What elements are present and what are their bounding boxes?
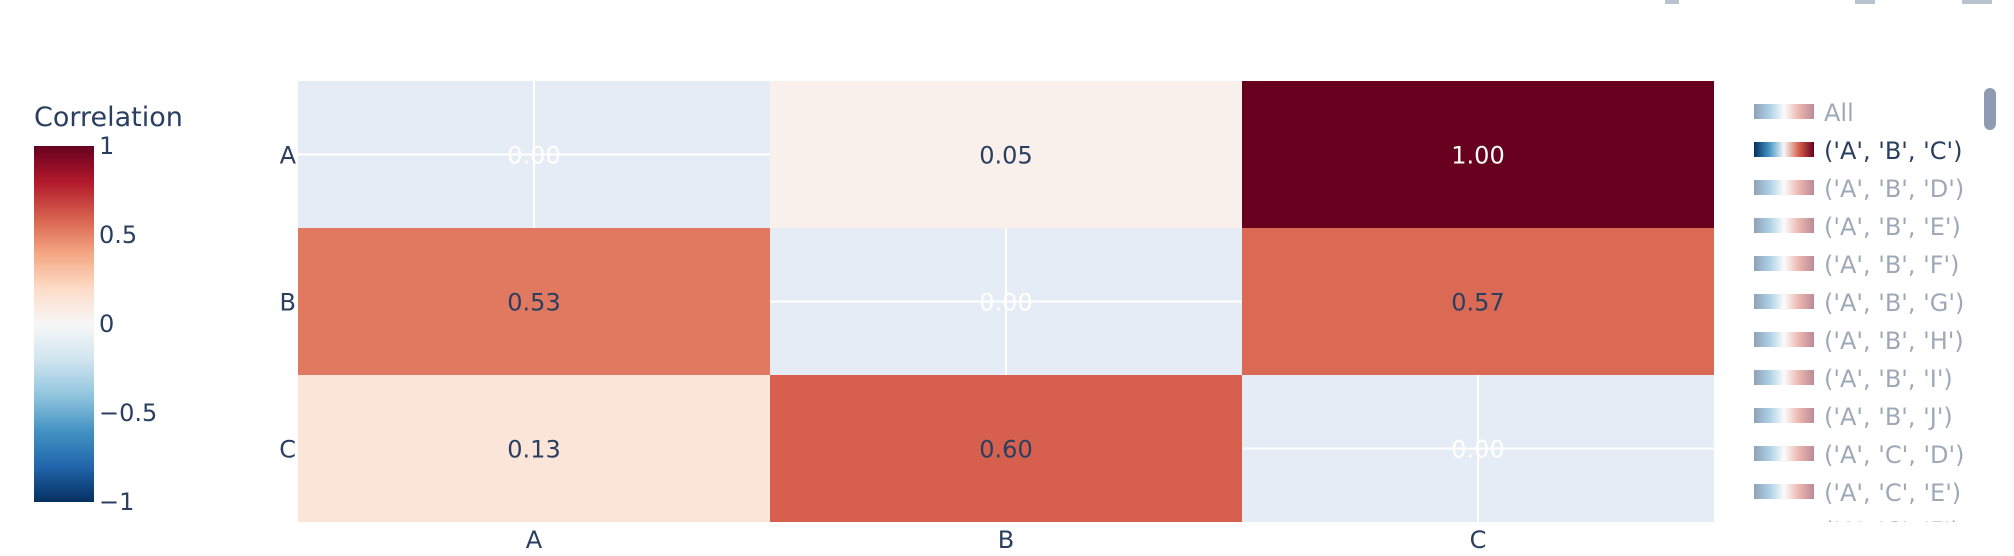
legend-swatch	[1754, 484, 1814, 499]
legend-item[interactable]: ('A', 'B', 'H')	[1754, 327, 1964, 355]
y-tick-label: C	[279, 436, 296, 464]
legend-label: ('A', 'B', 'D')	[1824, 175, 1964, 203]
legend-swatch	[1754, 104, 1814, 119]
modebar-icons	[1665, 0, 1992, 4]
heatmap-cell-label: 1.00	[1451, 142, 1504, 170]
colorbar-title: Correlation	[34, 102, 183, 133]
x-axis-ticks: A B C	[526, 526, 1487, 554]
legend-label: All	[1824, 99, 1854, 127]
legend-label: ('A', 'C', 'D')	[1824, 441, 1964, 469]
legend-item[interactable]: ('A', 'B', 'G')	[1754, 289, 1964, 317]
legend-item[interactable]: ('A', 'C', 'D')	[1754, 441, 1964, 469]
legend-item[interactable]: ('A', 'B', 'E')	[1754, 213, 1961, 241]
legend-swatch	[1754, 142, 1814, 157]
x-tick-label: B	[998, 526, 1014, 552]
heatmap-cell[interactable]	[1242, 81, 1714, 228]
heatmap-cell-label: 0.05	[979, 142, 1032, 170]
heatmap-cell[interactable]	[770, 375, 1242, 522]
legend-item[interactable]: All	[1754, 99, 1854, 127]
legend-swatch	[1754, 446, 1814, 461]
y-tick-label: B	[280, 289, 296, 317]
heatmap-cell-label: 0.57	[1451, 289, 1504, 317]
legend-item[interactable]: ('A', 'B', 'F')	[1754, 251, 1960, 279]
legend: All ('A', 'B', 'C') ('A', 'B', 'D') ('A', '…	[1754, 99, 1964, 545]
heatmap-cell[interactable]	[298, 228, 770, 375]
legend-item[interactable]: ('A', 'B', 'C')	[1754, 137, 1962, 165]
modebar-icon[interactable]	[1665, 0, 1679, 4]
legend-label: ('A', 'B', 'E')	[1824, 213, 1961, 241]
legend-scrollbar[interactable]	[1984, 88, 1996, 130]
colorbar-ticks: 1 0.5 0 −0.5 −1	[99, 132, 157, 516]
colorbar-gradient	[34, 146, 94, 502]
legend-label: ('A', 'B', 'C')	[1824, 137, 1962, 165]
heatmap-cell-label: 0.00	[979, 289, 1032, 317]
heatmap-cell-label: 0.53	[507, 289, 560, 317]
x-tick-label: A	[526, 526, 543, 552]
colorbar-tick-label: −0.5	[99, 399, 157, 427]
heatmap-cell-label: 0.00	[507, 142, 560, 170]
legend-swatch	[1754, 180, 1814, 195]
heatmap-cell-label: 0.60	[979, 436, 1032, 464]
legend-label: ('A', 'B', 'H')	[1824, 327, 1964, 355]
modebar-icon[interactable]	[1962, 0, 1992, 4]
legend-label: ('A', 'B', 'J')	[1824, 403, 1953, 431]
legend-label: ('A', 'B', 'F')	[1824, 251, 1960, 279]
legend-swatch	[1754, 294, 1814, 309]
legend-item[interactable]: ('A', 'B', 'J')	[1754, 403, 1953, 431]
y-axis-ticks: A B C	[279, 142, 296, 464]
colorbar-tick-label: 0.5	[99, 221, 137, 249]
colorbar-tick-label: −1	[99, 488, 134, 516]
legend-item[interactable]: ('A', 'C', 'F')	[1754, 517, 1960, 545]
legend-swatch	[1754, 370, 1814, 385]
legend-swatch	[1754, 256, 1814, 271]
colorbar-tick-label: 0	[99, 310, 114, 338]
legend-swatch	[1754, 408, 1814, 423]
legend-label: ('A', 'C', 'F')	[1824, 517, 1960, 545]
legend-swatch	[1754, 522, 1814, 537]
y-tick-label: A	[280, 142, 297, 170]
modebar-icon[interactable]	[1855, 0, 1875, 4]
legend-item[interactable]: ('A', 'B', 'D')	[1754, 175, 1964, 203]
heatmap-cell-labels: 0.00 0.05 1.00 0.53 0.00 0.57 0.13 0.60 0.00	[507, 142, 1504, 464]
heatmap-cell[interactable]	[298, 375, 770, 522]
legend-swatch	[1754, 332, 1814, 347]
legend-label: ('A', 'B', 'G')	[1824, 289, 1964, 317]
heatmap-cell-label: 0.00	[1451, 436, 1504, 464]
legend-label: ('A', 'B', 'I')	[1824, 365, 1953, 393]
heatmap-cell[interactable]	[1242, 228, 1714, 375]
heatmap-cell-label: 0.13	[507, 436, 560, 464]
legend-item[interactable]: ('A', 'C', 'E')	[1754, 479, 1961, 507]
legend-item[interactable]: ('A', 'B', 'I')	[1754, 365, 1953, 393]
colorbar-tick-label: 1	[99, 132, 114, 160]
legend-label: ('A', 'C', 'E')	[1824, 479, 1961, 507]
x-tick-label: C	[1470, 526, 1487, 552]
heatmap-cell[interactable]	[770, 81, 1242, 228]
legend-swatch	[1754, 218, 1814, 233]
heatmap-grid	[298, 81, 1714, 522]
